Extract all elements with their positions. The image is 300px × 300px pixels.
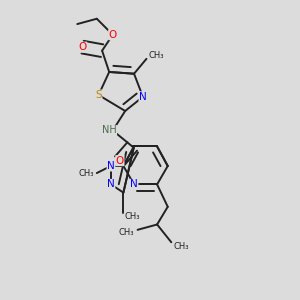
Text: CH₃: CH₃ [148, 51, 164, 60]
Text: O: O [116, 156, 124, 166]
Text: NH: NH [102, 125, 117, 136]
Text: O: O [79, 42, 87, 52]
Text: S: S [95, 90, 102, 100]
Text: N: N [107, 179, 115, 189]
Text: N: N [107, 161, 115, 171]
Text: CH₃: CH₃ [118, 228, 134, 237]
Text: CH₃: CH₃ [173, 242, 189, 251]
Text: O: O [109, 30, 117, 40]
Text: CH₃: CH₃ [124, 212, 140, 221]
Text: N: N [139, 92, 147, 102]
Text: N: N [130, 179, 138, 189]
Text: CH₃: CH₃ [78, 169, 94, 178]
